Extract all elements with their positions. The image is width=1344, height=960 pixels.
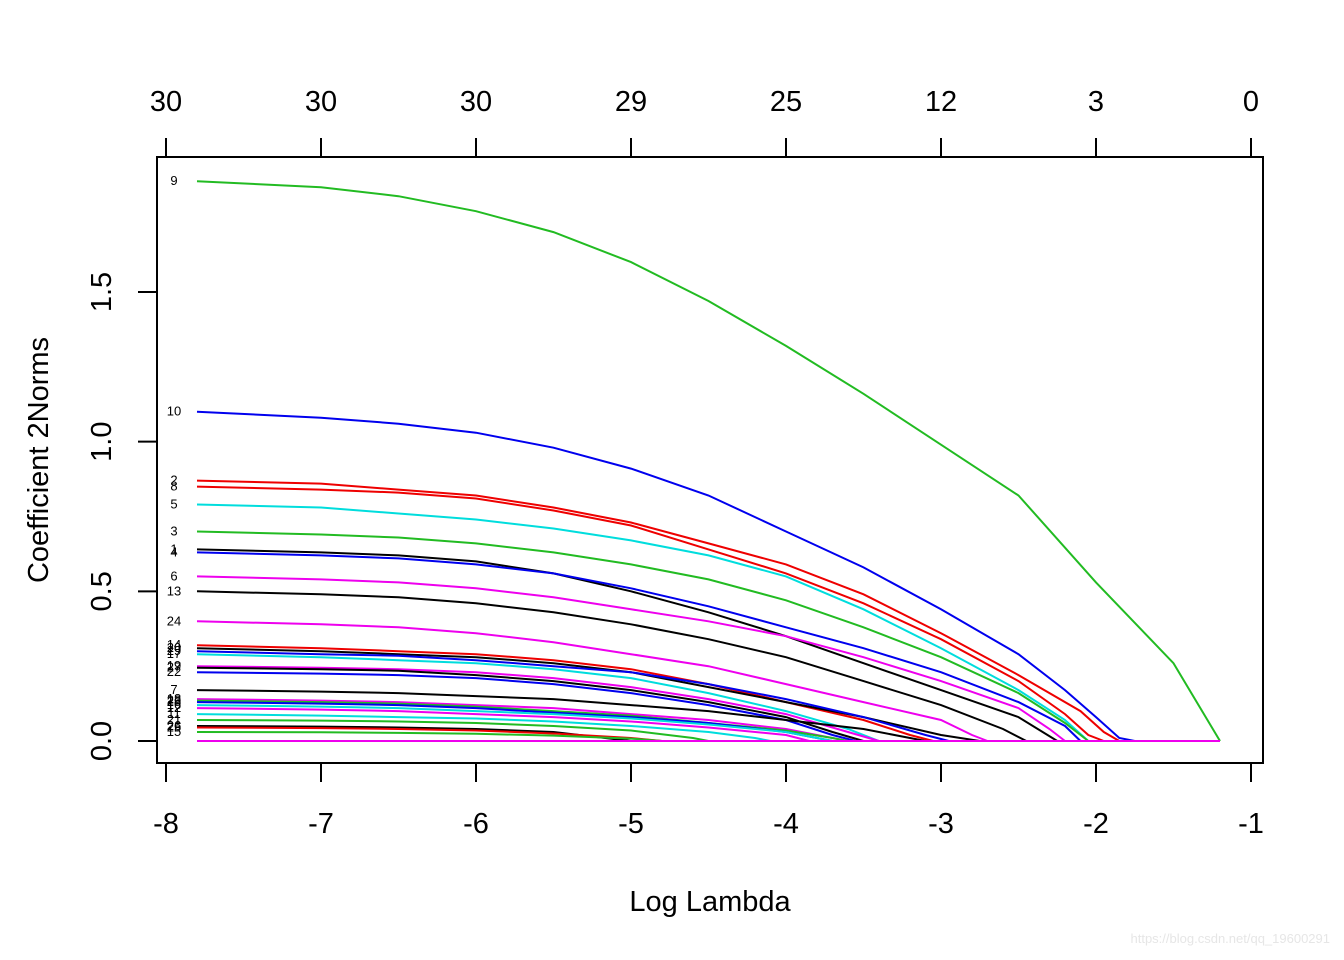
series-line-24 <box>196 620 988 742</box>
top-tick-label: 29 <box>615 86 647 118</box>
series-label-29: 29 <box>167 643 181 658</box>
watermark: https://blog.csdn.net/qq_19600291 <box>1130 931 1331 946</box>
series-line-4 <box>196 551 1082 742</box>
series-label-1: 1 <box>170 541 177 556</box>
x-tick-label: -8 <box>153 808 179 840</box>
series-label-3: 3 <box>170 524 177 539</box>
series-line-9 <box>196 180 1221 742</box>
series-label-18: 18 <box>167 691 181 706</box>
series-label-22: 22 <box>167 664 181 679</box>
series-label-25: 25 <box>167 720 181 735</box>
series-label-20: 20 <box>167 640 181 655</box>
series-line-7 <box>196 689 926 742</box>
series-line-14 <box>196 644 934 742</box>
y-axis-title: Coefficient 2Norms <box>23 337 55 583</box>
top-tick-label: 30 <box>305 86 337 118</box>
series-layer <box>196 180 1221 742</box>
series-label-11: 11 <box>167 706 181 721</box>
series-label-9: 9 <box>170 173 177 188</box>
series-line-27 <box>196 666 864 742</box>
y-tick-label: 0.5 <box>86 571 118 611</box>
series-label-15: 15 <box>167 724 181 739</box>
series-label-19: 19 <box>167 658 181 673</box>
x-tick-label: -4 <box>773 808 799 840</box>
x-tick-label: -5 <box>618 808 644 840</box>
series-label-10: 10 <box>167 404 181 419</box>
series-label-16: 16 <box>167 697 181 712</box>
y-tick-label: 1.5 <box>86 272 118 312</box>
series-label-28: 28 <box>167 694 181 709</box>
series-line-17 <box>196 653 880 742</box>
series-line-16 <box>196 704 833 742</box>
x-tick-label: -7 <box>308 808 334 840</box>
series-line-23 <box>196 699 849 742</box>
y-axis: 0.0 0.5 1.0 1.5 <box>86 272 158 761</box>
y-tick-label: 0.0 <box>86 721 118 761</box>
series-line-12 <box>196 707 810 742</box>
top-tick-label: 12 <box>925 86 957 118</box>
series-label-17: 17 <box>167 646 181 661</box>
top-axis: 30 30 30 29 25 12 3 0 <box>150 86 1259 158</box>
series-label-27: 27 <box>167 660 181 675</box>
series-label-layer: 9102853146132414202917192722718232816121… <box>167 173 181 739</box>
series-line-15 <box>196 731 663 742</box>
series-label-7: 7 <box>170 682 177 697</box>
series-line-6 <box>196 575 1066 742</box>
top-tick-label: 3 <box>1088 86 1104 118</box>
series-line-11 <box>196 713 771 742</box>
series-label-14: 14 <box>167 637 181 652</box>
x-axis: -8 -7 -6 -5 -4 -3 -2 -1 <box>153 762 1264 840</box>
top-tick-label: 30 <box>150 86 182 118</box>
x-tick-label: -3 <box>928 808 954 840</box>
series-line-1 <box>196 548 1058 742</box>
x-tick-label: -1 <box>1238 808 1264 840</box>
series-line-10 <box>196 410 1135 742</box>
series-label-5: 5 <box>170 497 177 512</box>
series-line-21 <box>196 719 709 742</box>
series-line-29 <box>196 650 950 742</box>
series-line-8 <box>196 485 1105 742</box>
y-tick-label: 1.0 <box>86 422 118 462</box>
series-label-24: 24 <box>167 613 181 628</box>
series-label-23: 23 <box>167 693 181 708</box>
series-line-13 <box>196 590 1027 742</box>
series-label-6: 6 <box>170 568 177 583</box>
series-line-5 <box>196 503 1089 742</box>
top-tick-label: 0 <box>1243 86 1259 118</box>
series-line-22 <box>196 671 857 742</box>
top-tick-label: 25 <box>770 86 802 118</box>
series-label-8: 8 <box>170 479 177 494</box>
x-tick-label: -6 <box>463 808 489 840</box>
x-tick-label: -2 <box>1083 808 1109 840</box>
top-tick-label: 30 <box>460 86 492 118</box>
series-label-21: 21 <box>167 712 181 727</box>
x-axis-title: Log Lambda <box>629 886 791 918</box>
series-label-12: 12 <box>167 700 181 715</box>
series-label-4: 4 <box>170 544 177 559</box>
series-label-26: 26 <box>167 718 181 733</box>
series-line-2 <box>196 479 1120 742</box>
plot-box <box>156 156 1264 764</box>
series-line-3 <box>196 530 1089 742</box>
series-label-13: 13 <box>167 583 181 598</box>
series-label-2: 2 <box>170 473 177 488</box>
